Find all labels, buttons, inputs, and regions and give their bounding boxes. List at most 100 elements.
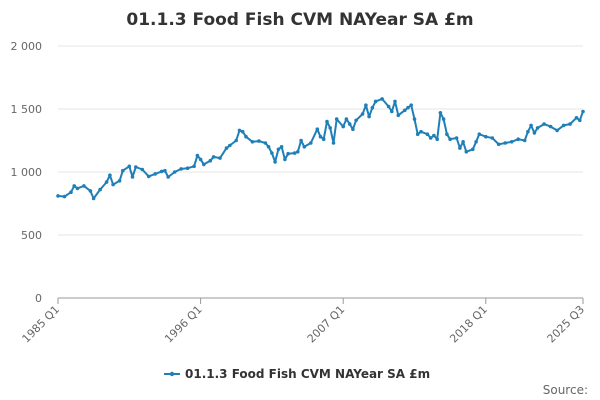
data-point bbox=[91, 196, 96, 201]
data-point bbox=[62, 194, 67, 199]
data-point bbox=[578, 118, 582, 123]
data-point bbox=[380, 97, 384, 101]
data-point bbox=[318, 134, 323, 139]
data-point bbox=[163, 168, 167, 173]
data-point bbox=[503, 141, 508, 145]
legend[interactable]: 01.1.3 Food Fish CVM NAYear SA £m bbox=[164, 367, 430, 381]
data-point bbox=[279, 145, 284, 149]
data-point bbox=[185, 166, 190, 170]
data-point bbox=[432, 133, 436, 138]
data-point bbox=[574, 116, 579, 120]
data-point bbox=[159, 169, 164, 174]
data-point bbox=[111, 182, 115, 187]
data-point bbox=[496, 142, 501, 147]
source-label: Source: bbox=[543, 383, 588, 397]
data-point bbox=[568, 122, 572, 126]
series-layer bbox=[56, 97, 585, 201]
data-point bbox=[82, 184, 86, 188]
data-point bbox=[296, 150, 300, 154]
data-point bbox=[195, 153, 200, 158]
data-point bbox=[364, 103, 368, 107]
chart-title: 01.1.3 Food Fish CVM NAYear SA £m bbox=[126, 10, 473, 30]
data-point bbox=[509, 140, 514, 144]
data-point bbox=[555, 128, 559, 133]
data-point bbox=[172, 170, 177, 174]
data-point bbox=[263, 141, 268, 145]
data-point bbox=[396, 113, 401, 118]
data-point bbox=[273, 160, 277, 164]
data-point bbox=[270, 151, 274, 155]
data-point bbox=[393, 99, 397, 104]
data-point bbox=[299, 138, 303, 143]
data-point bbox=[474, 140, 478, 144]
y-tick-label: 0 bbox=[35, 292, 42, 305]
y-axis-ticks: 0 500 1 000 1 500 2 000 bbox=[11, 40, 43, 305]
y-tick-label: 1 000 bbox=[11, 166, 43, 179]
data-point bbox=[72, 184, 76, 188]
data-point bbox=[331, 141, 336, 145]
y-gridlines bbox=[58, 45, 583, 236]
data-point bbox=[360, 112, 365, 116]
data-point bbox=[257, 139, 261, 143]
data-point bbox=[218, 156, 222, 160]
x-tick-label: 2025 Q3 bbox=[545, 303, 588, 346]
x-tick-label: 1996 Q1 bbox=[162, 303, 205, 346]
data-point bbox=[237, 128, 242, 133]
data-point bbox=[286, 151, 290, 156]
series-line bbox=[57, 97, 584, 200]
data-point bbox=[325, 119, 329, 124]
x-tick-label: 1985 Q1 bbox=[20, 303, 63, 346]
data-point bbox=[88, 189, 93, 193]
data-point bbox=[412, 117, 417, 121]
data-point bbox=[406, 105, 410, 110]
data-point bbox=[153, 172, 157, 176]
data-point bbox=[458, 146, 462, 150]
data-point bbox=[240, 129, 245, 134]
data-point bbox=[328, 126, 333, 130]
data-point bbox=[69, 190, 73, 194]
data-point bbox=[548, 124, 553, 129]
data-point bbox=[367, 114, 371, 119]
data-point bbox=[441, 117, 446, 121]
data-point bbox=[403, 108, 407, 113]
data-point bbox=[244, 134, 248, 139]
data-point bbox=[386, 104, 391, 109]
data-point bbox=[250, 140, 255, 144]
data-point bbox=[192, 164, 196, 169]
x-tick-label: 2018 Q1 bbox=[447, 303, 490, 346]
data-point bbox=[179, 167, 183, 171]
data-point bbox=[146, 174, 151, 179]
legend-label: 01.1.3 Food Fish CVM NAYear SA £m bbox=[185, 367, 430, 381]
data-point bbox=[198, 157, 203, 162]
data-point bbox=[351, 127, 355, 131]
legend-swatch-marker bbox=[169, 371, 175, 377]
data-point bbox=[464, 150, 469, 154]
data-point bbox=[435, 137, 440, 141]
data-point bbox=[341, 124, 346, 129]
data-point bbox=[276, 147, 281, 152]
data-point bbox=[581, 109, 585, 114]
data-point bbox=[202, 162, 206, 167]
data-point bbox=[309, 141, 313, 145]
data-point bbox=[344, 117, 349, 121]
data-point bbox=[526, 129, 530, 134]
data-point bbox=[117, 179, 122, 183]
data-point bbox=[561, 123, 566, 128]
data-point bbox=[445, 132, 449, 136]
data-point bbox=[224, 146, 229, 150]
data-point bbox=[529, 123, 533, 128]
y-tick-label: 500 bbox=[21, 229, 42, 242]
data-point bbox=[98, 187, 102, 192]
data-point bbox=[409, 103, 414, 107]
data-point bbox=[419, 129, 423, 134]
data-point bbox=[490, 136, 495, 140]
x-tick-label: 2007 Q1 bbox=[305, 303, 348, 346]
y-tick-label: 2 000 bbox=[11, 40, 43, 53]
data-point bbox=[266, 145, 271, 149]
y-tick-label: 1 500 bbox=[11, 103, 43, 116]
data-point bbox=[448, 137, 452, 141]
data-point bbox=[121, 168, 125, 173]
data-point bbox=[522, 138, 527, 143]
x-axis-ticks: 1985 Q1 1996 Q1 2007 Q1 2018 Q1 2025 Q3 bbox=[20, 298, 588, 346]
data-point bbox=[516, 137, 520, 141]
